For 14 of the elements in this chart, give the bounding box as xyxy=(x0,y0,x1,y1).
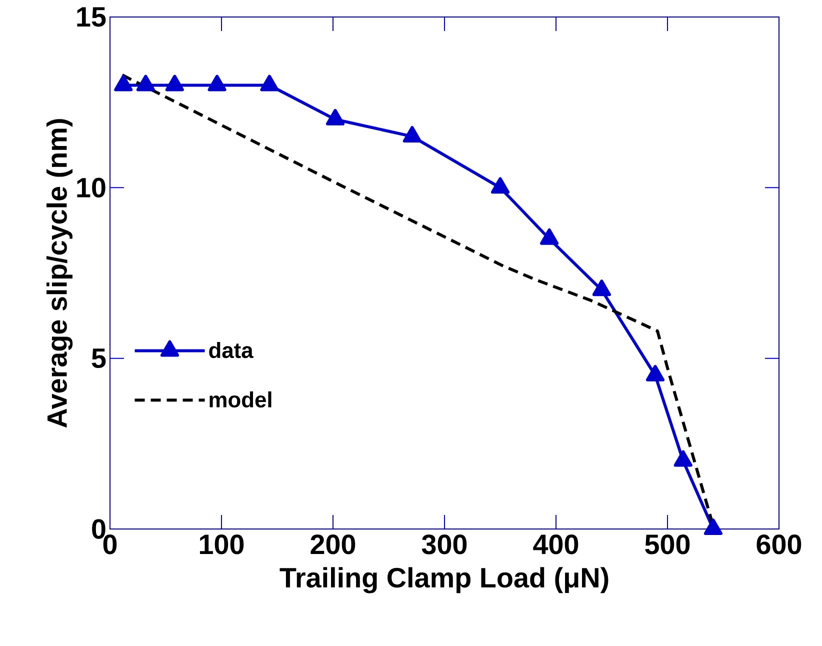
y-tick-label: 5 xyxy=(92,348,106,368)
x-tick-label: 200 xyxy=(310,534,356,554)
x-tick-label: 300 xyxy=(422,534,467,554)
legend-label: data xyxy=(209,342,254,358)
x-tick-label: 500 xyxy=(645,534,690,554)
x-tick-label: 600 xyxy=(756,534,802,554)
y-tick-label: 15 xyxy=(77,7,106,27)
y-axis-title: Average slip/cycle (nm) xyxy=(46,119,73,428)
y-tick-label: 0 xyxy=(92,519,106,539)
legend-label: model xyxy=(210,391,272,408)
x-tick-label: 100 xyxy=(200,534,244,554)
x-axis-title: Trailing Clamp Load (μN) xyxy=(280,567,608,594)
x-tick-label: 400 xyxy=(533,534,578,554)
y-tick-label: 10 xyxy=(77,178,106,198)
